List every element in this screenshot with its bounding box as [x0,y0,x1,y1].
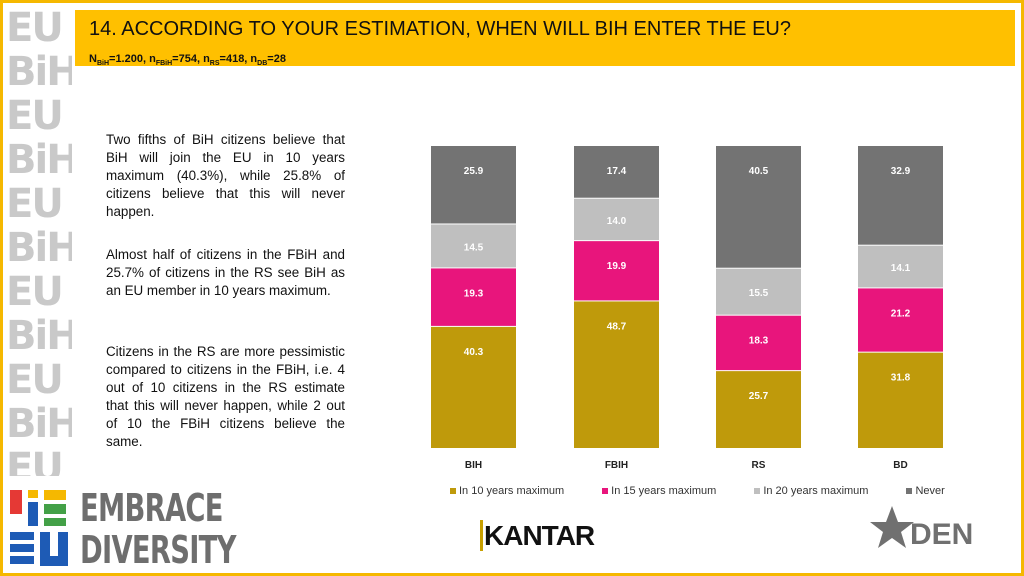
data-label: 14.0 [607,216,627,227]
legend-swatch [906,488,913,494]
data-label: 32.9 [891,166,911,177]
paragraph-1: Two fifths of BiH citizens believe that … [106,132,345,219]
data-label: 40.5 [749,166,769,177]
data-label: 25.7 [749,391,769,402]
legend-label: Never [915,485,945,497]
legend-label: In 15 years maximum [611,485,717,497]
paragraph-2: Almost half of citizens in the FBiH and … [106,247,345,298]
legend-item: Never [906,485,945,497]
legend-swatch [602,488,609,494]
legend: In 10 years maximum In 15 years maximum In… [450,485,983,497]
eu-bih-watermark: EU BiH EU BiH EU BiH EU BiH EU BiH EU [6,6,72,476]
legend-swatch [754,488,761,494]
bar-segment [431,268,516,326]
legend-item: In 10 years maximum [450,485,564,497]
bar-segment [574,241,659,301]
data-label: 18.3 [749,336,769,347]
data-label: 31.8 [891,373,911,384]
data-label: 48.7 [607,321,627,332]
category-label: BD [893,460,907,471]
data-label: 14.1 [891,263,911,274]
legend-label: In 10 years maximum [459,485,565,497]
bar-segment [858,146,943,245]
data-label: 15.5 [749,288,769,299]
bar-segment [858,288,943,352]
bar-segment [716,146,801,268]
legend-item: In 20 years maximum [754,485,868,497]
bar-segment [431,326,516,448]
data-label: 25.9 [464,166,484,177]
embrace-diversity-logo: EMBRACE DIVERSITY [80,486,236,572]
bar-segment [431,224,516,268]
bar-segment [716,268,801,315]
bar-segment [574,146,659,198]
bar-segment [716,371,801,448]
title-bar: 14. ACCORDING TO YOUR ESTIMATION, WHEN W… [75,10,1015,68]
paragraph-3: Citizens in the RS are more pessimistic … [106,344,345,449]
legend-item: In 15 years maximum [602,485,716,497]
bar-segment [431,146,516,224]
bar-segment [574,198,659,241]
svg-text:DEN: DEN [910,518,973,551]
bar-segment [858,245,943,288]
category-label: FBIH [605,460,628,471]
stacked-bar-chart: 40.3 19.3 14.5 25.9 BIH 48.7 19.9 14.0 17.4 FBIH 2… [431,146,943,471]
legend-swatch [450,488,456,494]
bar-segment [858,352,943,448]
den-logo: DEN [870,502,990,557]
embrace-diversity-logo-mark [10,490,68,566]
data-label: 19.3 [464,288,484,299]
data-label: 21.2 [891,308,911,319]
bar-segment [716,315,801,371]
bar-segment [574,301,659,448]
category-label: RS [752,460,766,471]
data-label: 19.9 [607,261,627,272]
page-title: 14. ACCORDING TO YOUR ESTIMATION, WHEN W… [89,18,791,40]
legend-label: In 20 years maximum [763,485,869,497]
data-label: 17.4 [607,166,627,177]
data-label: 40.3 [464,347,484,358]
kantar-logo: KANTAR [480,520,595,552]
data-label: 14.5 [464,242,484,253]
sample-sizes: NBiH=1.200, nFBiH=754, nRS=418, nDB=28 [89,53,286,68]
category-label: BIH [465,460,482,471]
